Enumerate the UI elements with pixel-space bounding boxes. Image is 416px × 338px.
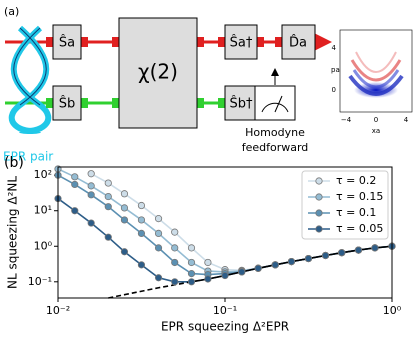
legend-marker [315,193,323,201]
series-marker [271,261,279,269]
series-marker [154,274,163,282]
panel-a: (a) EPR pair Ŝa Ŝb χ(2) Ŝa† Ŝb† D̂a Homo… [3,5,413,164]
op-da: D̂a [289,35,307,50]
meter-icon [261,95,289,113]
x-axis-label: EPR squeezing Δ²EPR [161,320,289,334]
series-marker [154,229,163,238]
inset-ytick: 4 [332,44,337,52]
series-marker [154,244,163,252]
series-marker [187,244,196,252]
series-marker [87,219,95,227]
series-marker [137,216,146,224]
homodyne-label: Homodyne [245,126,305,139]
series-marker [287,258,296,266]
legend-label: τ = 0.2 [336,174,376,187]
series-marker [187,278,196,286]
inset-xtick: 4 [404,116,409,124]
y-tick-label: 10⁰ [34,239,53,252]
inset-ytick: 0 [332,86,336,94]
series-marker [338,249,346,257]
y-axis-label: NL squeezing Δ²NL [6,176,20,289]
panel-label: (b) [4,155,24,171]
legend-label: τ = 0.15 [336,190,383,203]
y-tick-label: 10² [34,168,52,181]
series-marker [321,251,330,260]
series-marker [171,258,179,267]
series-marker [87,191,95,199]
series-marker [187,258,196,267]
x-tick-label: 10⁻² [46,304,70,317]
series-marker [204,275,212,283]
legend-label: τ = 0.05 [336,222,383,235]
x-tick-label: 10⁻¹ [213,304,237,317]
panel-label: (a) [4,5,19,18]
series-marker [154,215,163,223]
op-sb-dag: Ŝb† [229,96,253,112]
series-marker [71,180,79,189]
series-marker [221,271,229,280]
legend-marker [315,177,323,185]
epr-ribbon-edge [13,27,47,106]
bound-curve [108,281,192,299]
series-marker [104,179,112,187]
y-tick-label: 10⁻¹ [28,275,52,288]
inset-ylabel: pa [331,66,340,74]
y-tick-label: 10¹ [34,204,52,217]
inset-xlabel: xa [372,127,380,135]
plot-frame [57,166,393,299]
legend-box [301,170,389,240]
op-chi: χ(2) [138,60,178,84]
series-marker [254,264,262,272]
legend-marker [315,225,323,233]
series-marker [120,216,129,224]
series-marker [87,170,95,178]
series-marker [354,246,363,254]
series-marker [238,268,246,276]
series-marker [71,173,79,181]
series-marker [137,201,146,210]
series-marker [171,244,179,252]
series-marker [187,270,196,278]
couplers-a [46,37,322,47]
series-marker [104,192,112,201]
legend-marker [315,209,323,217]
inset-xtick: 0 [374,116,378,124]
op-sa: Ŝa [59,35,75,51]
series-marker [137,229,146,238]
inset: pa xa −4 0 4 0 4 [331,29,413,135]
series-marker [304,254,313,263]
series-marker [104,203,112,211]
series-marker [137,261,146,269]
panel-b: (b) 10⁻² 10⁻¹ 10⁰ 10⁻¹ 10⁰ 10¹ 10² EPR squeezin… [4,155,402,334]
series-marker [120,248,129,256]
op-sb: Ŝb [59,96,76,112]
boxes [52,17,316,129]
series-marker [171,228,179,236]
homodyne-label: feedforward [242,141,309,154]
series-marker [371,244,379,252]
series-marker [104,233,112,241]
series-marker [120,204,129,212]
legend-label: τ = 0.1 [336,206,376,219]
op-sa-dag: Ŝa† [230,35,253,51]
epr-label: EPR pair [3,150,53,164]
inset-xtick: −4 [341,116,352,124]
series-marker [87,182,95,190]
series-marker [71,207,79,215]
series-marker [120,190,129,198]
series-marker [204,258,212,267]
series-marker [171,278,179,286]
x-tick-label: 10⁰ [383,304,402,317]
